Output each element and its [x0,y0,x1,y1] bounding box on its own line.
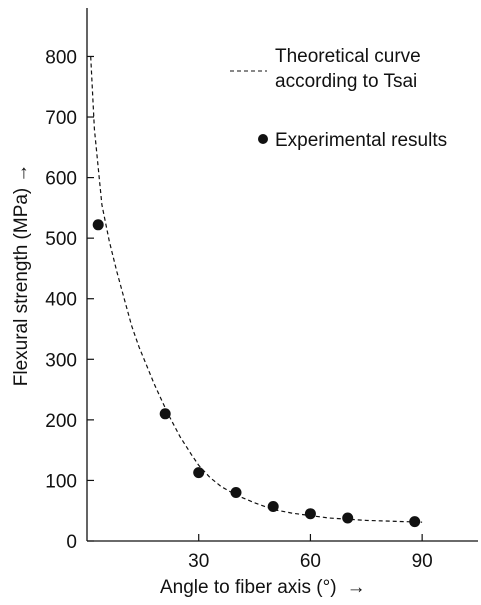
y-tick-label: 700 [45,108,77,129]
x-axis-title: Angle to fiber axis (°) → [160,577,366,598]
theoretical-curve-line [90,56,423,523]
y-ticks: 0 100 200 300 400 500 600 700 800 [45,47,94,553]
legend-marker-experimental [258,134,268,144]
experimental-point [409,516,421,528]
legend-theoretical-line-2: according to Tsai [275,71,417,92]
series-experimental-results [92,219,421,528]
y-axis-label: Flexural strength (MPa)→ [11,164,32,387]
experimental-point [304,508,316,520]
y-axis-arrow: → [11,164,32,183]
y-tick-label: 300 [45,350,77,371]
x-tick-label: 90 [412,551,433,572]
y-tick-label: 200 [45,411,77,432]
x-tick-label: 60 [300,551,321,572]
y-tick-label: 800 [45,47,77,68]
axes [86,8,478,542]
y-tick-label: 500 [45,229,77,250]
x-axis-arrow: → [347,577,366,598]
y-tick-label: 100 [45,471,77,492]
y-tick-label: 0 [66,532,77,553]
experimental-point [193,467,205,479]
legend-theoretical-line-1: Theoretical curve [275,46,421,67]
experimental-point [92,219,104,231]
experimental-point [230,487,242,498]
series-theoretical-curve [90,56,423,523]
legend-experimental-label: Experimental results [275,130,447,151]
x-axis-label: Angle to fiber axis (°) → [160,577,366,598]
y-axis-title: Flexural strength (MPa)→ [11,164,32,387]
y-tick-label: 600 [45,169,77,190]
experimental-point [342,512,354,524]
y-tick-label: 400 [45,290,77,311]
x-ticks: 30 60 90 [188,534,433,572]
legend: Theoretical curve according to Tsai Expe… [230,46,447,151]
experimental-point [267,501,279,512]
experimental-point [159,408,171,420]
x-tick-label: 30 [188,551,209,572]
